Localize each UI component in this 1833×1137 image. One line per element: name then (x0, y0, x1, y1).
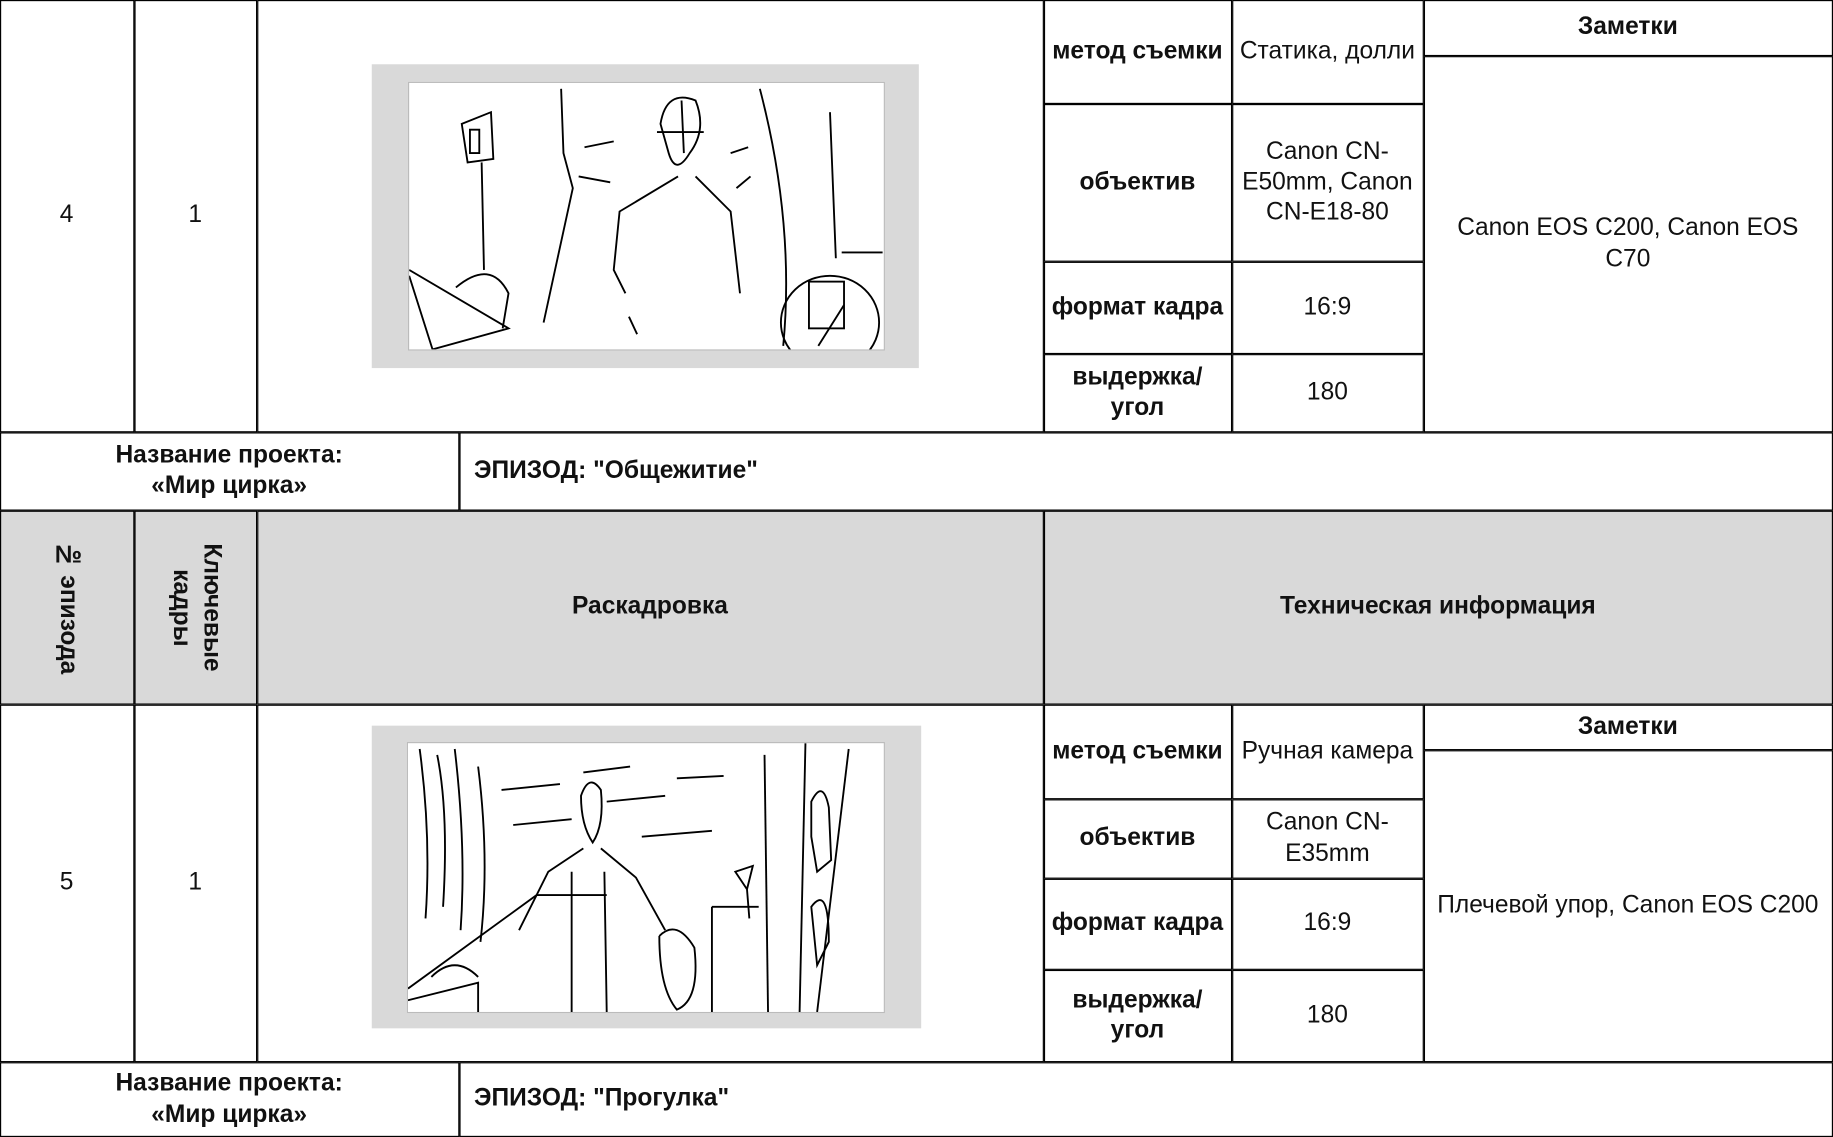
storyboard-cell (256, 704, 1044, 1062)
tech-label-text: формат кадра (1051, 293, 1224, 321)
tech-label: метод съемки (1043, 704, 1232, 799)
project-name-text: Название проекта: (115, 441, 343, 469)
tech-label-text: формат кадра (1051, 909, 1224, 937)
tech-label: формат кадра (1043, 261, 1232, 354)
episode-number-text: 5 (59, 868, 74, 896)
notes-title: Заметки (1423, 0, 1833, 56)
tech-label-text: объектив (1079, 168, 1196, 196)
episode-title-text: ЭПИЗОД: "Прогулка" (474, 1084, 730, 1112)
notes-title: Заметки (1423, 704, 1833, 750)
tech-value-text: Canon CN-E35mm (1266, 808, 1389, 867)
notes: Canon EOS C200, Canon EOS C70 (1423, 55, 1833, 432)
tech-value-text: 16:9 (1303, 293, 1352, 321)
project-name-text: Название проекта: (115, 1069, 343, 1097)
episode-number: 4 (0, 0, 134, 432)
sketch (407, 743, 850, 1013)
tech-label-text: метод съемки (1052, 37, 1223, 65)
tech-value-text: Статика, долли (1239, 37, 1415, 65)
tech-value: 16:9 (1231, 878, 1424, 970)
tech-label: формат кадра (1043, 878, 1232, 970)
tech-value-text: Ручная камера (1241, 737, 1414, 765)
header-episode-text: № эпизода (53, 540, 81, 674)
tech-label-text: выдержка/ угол (1072, 363, 1203, 421)
tech-label: выдержка/ угол (1043, 969, 1232, 1062)
episode-number-text: 4 (59, 201, 74, 229)
keyframes-text: 1 (188, 201, 203, 229)
tech-value-text: 16:9 (1303, 909, 1352, 937)
header-tech-text: Техническая информация (1280, 592, 1596, 620)
episode-title: ЭПИЗОД: "Общежитие" (458, 431, 1833, 511)
project-name: Название проекта: «Мир цирка» (0, 431, 459, 511)
tech-label-text: выдержка/ угол (1072, 985, 1203, 1044)
header-storyboard: Раскадровка (256, 510, 1044, 705)
tech-label: объектив (1043, 103, 1232, 262)
tech-label: объектив (1043, 798, 1232, 879)
tech-value-text: Canon CN-E50mm, Canon CN-E18-80 (1242, 137, 1413, 226)
tech-value-text: 180 (1306, 378, 1348, 406)
notes-title-text: Заметки (1577, 13, 1678, 41)
tech-value-text: 180 (1306, 1001, 1348, 1029)
notes-title-text: Заметки (1577, 712, 1678, 740)
keyframes: 1 (133, 0, 257, 432)
tech-label: метод съемки (1043, 0, 1232, 104)
project-name-text: «Мир цирка» (151, 1100, 308, 1128)
storyboard-cell (256, 0, 1044, 432)
tech-label: выдержка/ угол (1043, 353, 1232, 432)
sketch (408, 88, 883, 371)
project-name: Название проекта: «Мир цирка» (0, 1061, 459, 1137)
tech-value: Ручная камера (1231, 704, 1424, 799)
sketch-frame (371, 725, 922, 1029)
tech-value: Canon CN-E50mm, Canon CN-E18-80 (1231, 103, 1424, 262)
header-keyframes: Ключевые кадры (133, 510, 257, 705)
tech-value: 16:9 (1231, 261, 1424, 354)
tech-label-text: метод съемки (1052, 737, 1223, 765)
tech-value: Canon CN-E35mm (1231, 798, 1424, 879)
tech-value: 180 (1231, 353, 1424, 432)
episode-title-text: ЭПИЗОД: "Общежитие" (474, 456, 758, 484)
header-tech: Техническая информация (1043, 510, 1833, 705)
tech-value: 180 (1231, 969, 1424, 1062)
episode-title: ЭПИЗОД: "Прогулка" (458, 1061, 1833, 1137)
tech-label-text: объектив (1079, 824, 1196, 852)
tech-value: Статика, долли (1231, 0, 1424, 104)
sketch-frame (371, 64, 919, 371)
episode-number: 5 (0, 704, 134, 1062)
project-name-text: «Мир цирка» (151, 472, 308, 499)
header-keyframes-text: Ключевые кадры (167, 542, 225, 672)
keyframes-text: 1 (188, 868, 203, 896)
header-storyboard-text: Раскадровка (572, 592, 728, 620)
notes: Плечевой упор, Canon EOS C200 (1423, 749, 1833, 1062)
notes-text: Canon EOS C200, Canon EOS C70 (1457, 214, 1799, 272)
notes-text: Плечевой упор, Canon EOS C200 (1437, 891, 1819, 919)
header-episode: № эпизода (0, 510, 134, 705)
keyframes: 1 (133, 704, 257, 1062)
